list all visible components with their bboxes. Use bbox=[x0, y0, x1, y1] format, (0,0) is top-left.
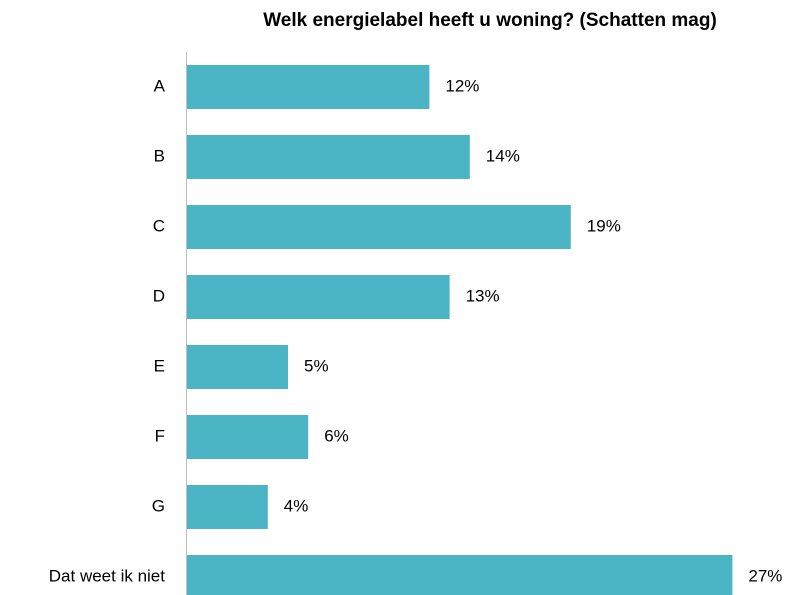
bar bbox=[187, 415, 309, 459]
category-label: E bbox=[154, 356, 165, 375]
bar bbox=[187, 65, 430, 109]
value-label: 5% bbox=[304, 356, 329, 375]
value-label: 14% bbox=[486, 146, 520, 165]
category-label: B bbox=[154, 146, 165, 165]
value-label: 12% bbox=[445, 76, 479, 95]
bar bbox=[187, 555, 733, 595]
category-label: F bbox=[155, 426, 165, 445]
value-label: 27% bbox=[748, 566, 782, 585]
category-label: Dat weet ik niet bbox=[49, 566, 165, 585]
value-label: 19% bbox=[587, 216, 621, 235]
bar bbox=[187, 485, 268, 529]
value-label: 6% bbox=[324, 426, 349, 445]
value-label: 4% bbox=[284, 496, 309, 515]
category-label: A bbox=[154, 76, 166, 95]
category-label: D bbox=[153, 286, 165, 305]
category-label: C bbox=[153, 216, 165, 235]
bar bbox=[187, 135, 470, 179]
category-label: G bbox=[152, 496, 165, 515]
chart-title: Welk energielabel heeft u woning? (Schat… bbox=[263, 10, 717, 31]
bar bbox=[187, 345, 288, 389]
bar bbox=[187, 275, 450, 319]
bar bbox=[187, 205, 571, 249]
value-label: 13% bbox=[466, 286, 500, 305]
